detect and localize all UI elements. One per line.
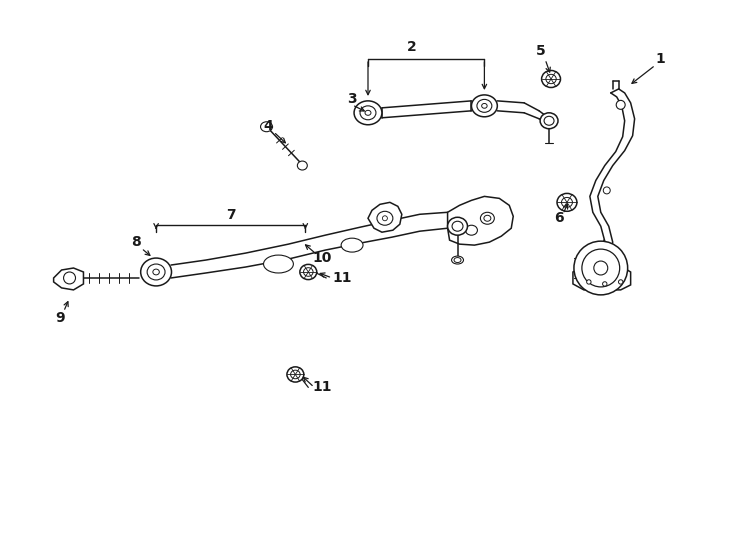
Ellipse shape [448,217,468,235]
Text: 7: 7 [226,208,236,222]
Text: 6: 6 [554,211,564,225]
Ellipse shape [377,211,393,225]
Ellipse shape [546,75,556,84]
Polygon shape [573,266,631,290]
Circle shape [64,272,76,284]
Ellipse shape [484,215,491,221]
Ellipse shape [477,99,492,112]
Ellipse shape [297,161,308,170]
Text: 8: 8 [131,235,141,249]
Ellipse shape [300,265,317,280]
Text: 1: 1 [655,52,665,66]
Text: 3: 3 [347,92,357,106]
Ellipse shape [360,106,376,120]
Circle shape [574,241,628,295]
Ellipse shape [287,367,304,382]
Ellipse shape [542,71,561,87]
Ellipse shape [153,269,159,275]
Text: 5: 5 [537,44,546,58]
Circle shape [382,216,388,221]
Ellipse shape [471,95,498,117]
Ellipse shape [557,193,577,211]
Ellipse shape [482,104,487,108]
Text: 10: 10 [313,251,332,265]
Ellipse shape [562,198,573,207]
Ellipse shape [291,370,300,379]
Ellipse shape [365,110,371,116]
Ellipse shape [147,264,165,280]
Ellipse shape [452,221,463,231]
Text: 4: 4 [264,119,273,133]
Ellipse shape [354,101,382,125]
Ellipse shape [540,113,558,129]
Circle shape [603,187,610,194]
Polygon shape [54,268,84,290]
Polygon shape [368,202,401,232]
Circle shape [603,282,607,286]
Ellipse shape [264,255,294,273]
Ellipse shape [341,238,363,252]
Ellipse shape [544,116,554,125]
Circle shape [594,261,608,275]
Text: 2: 2 [407,40,417,54]
Ellipse shape [141,258,172,286]
Circle shape [617,100,625,109]
Ellipse shape [261,122,272,132]
Ellipse shape [481,212,494,224]
Text: 11: 11 [313,380,332,394]
Circle shape [586,280,591,284]
Polygon shape [448,197,513,245]
Text: 11: 11 [333,271,352,285]
Ellipse shape [454,258,461,262]
Text: 9: 9 [55,310,65,325]
Ellipse shape [451,256,463,264]
Circle shape [582,249,619,287]
Ellipse shape [304,268,313,276]
Ellipse shape [465,225,477,235]
Circle shape [619,280,623,284]
